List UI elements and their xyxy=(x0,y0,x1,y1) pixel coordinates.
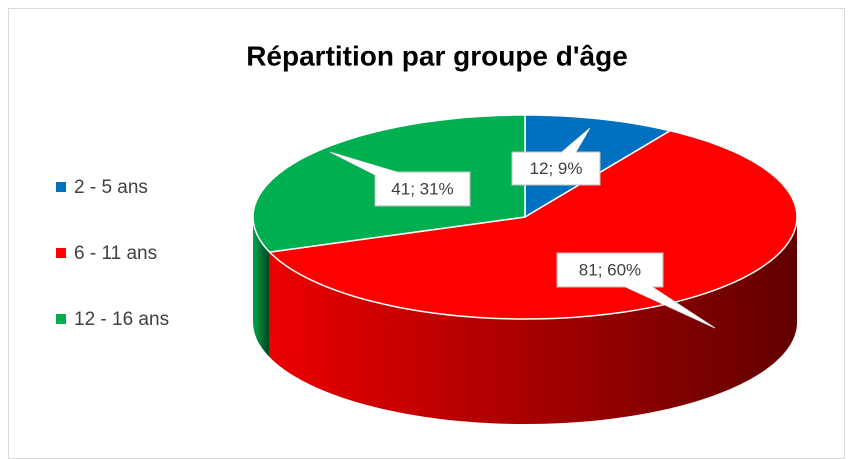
label-pointer-fill xyxy=(330,152,426,198)
slice-side-shade xyxy=(269,217,797,424)
legend-label: 2 - 5 ans xyxy=(74,177,148,198)
chart-title: Répartition par groupe d'âge xyxy=(246,40,628,71)
slice xyxy=(268,129,798,320)
label-pointer-fill xyxy=(605,262,715,328)
legend-swatch xyxy=(56,248,66,258)
data-label: 12; 9% xyxy=(530,159,583,178)
legend-label: 6 - 11 ans xyxy=(74,243,157,264)
data-label: 81; 60% xyxy=(579,260,641,279)
label-pointer-fill xyxy=(549,128,590,175)
legend-swatch xyxy=(56,182,66,192)
legend-swatch xyxy=(56,314,66,324)
legend-label: 12 - 16 ans xyxy=(74,309,169,330)
slice-side-shade xyxy=(253,217,270,358)
data-label: 41; 31% xyxy=(391,179,453,198)
